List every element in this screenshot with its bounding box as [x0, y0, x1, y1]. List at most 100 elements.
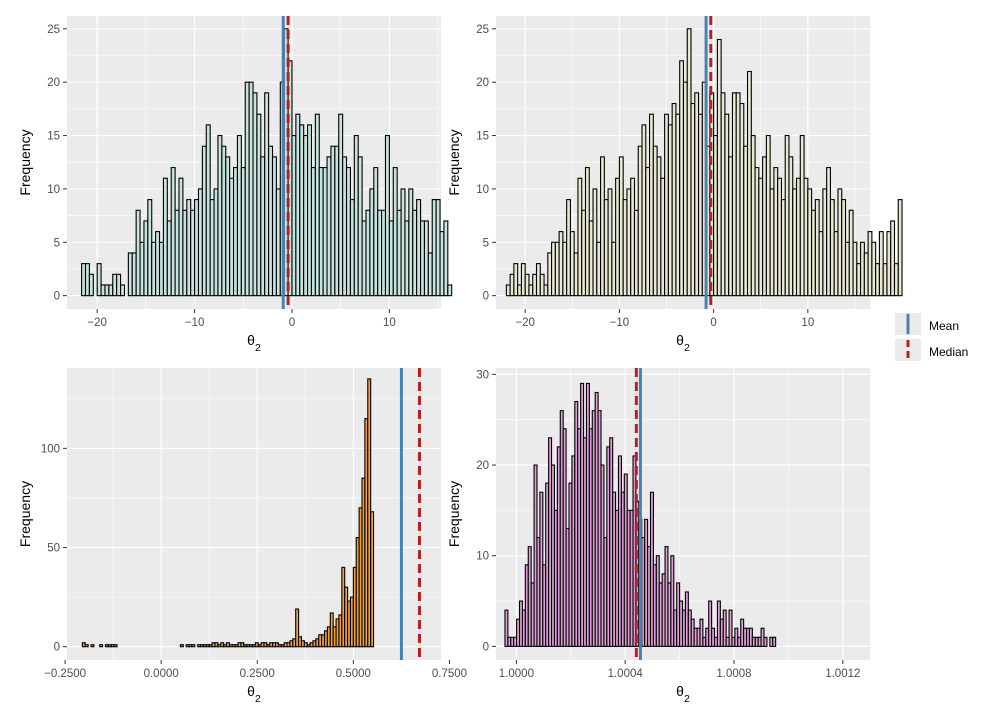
histogram-bar [535, 263, 541, 297]
histogram-bar [670, 555, 675, 647]
histogram-bar [373, 167, 379, 297]
histogram-bar [174, 209, 180, 297]
histogram-bar [310, 167, 316, 297]
histogram-bar [697, 113, 703, 297]
histogram-bar [708, 600, 713, 647]
histogram-bar [158, 241, 164, 297]
histogram-bar [84, 263, 90, 297]
histogram-bar [728, 156, 734, 297]
y-tick-label: 20 [47, 77, 60, 89]
histogram-bar [201, 145, 207, 297]
histogram-bar [566, 199, 571, 297]
histogram-bar [524, 273, 530, 297]
histogram-bar [769, 188, 775, 297]
histogram-bar [513, 263, 519, 297]
histogram-bar [667, 124, 673, 297]
histogram-bar [318, 167, 324, 297]
histogram-bar [826, 167, 831, 297]
histogram-bar [139, 241, 145, 297]
histogram-bar [596, 241, 602, 297]
x-tick-label: 0.0000 [144, 668, 179, 680]
histogram-bar [517, 284, 522, 297]
histogram-bar [100, 284, 106, 297]
histogram-bar [439, 231, 445, 297]
x-tick-label: 1.0012 [825, 668, 860, 680]
histogram-panel-2: −20 −10 0 10 0 5 10 15 20 25 θ2 Frequency [446, 16, 903, 354]
histogram-bar [713, 134, 718, 297]
histogram-bar [88, 273, 94, 297]
y-tick-label: 25 [476, 24, 489, 36]
histogram-bar [221, 145, 227, 297]
y-tick-label: 20 [476, 460, 489, 472]
histogram-bar [90, 644, 95, 648]
histogram-bar [818, 231, 824, 297]
histogram-bar [81, 263, 87, 297]
y-tick-label: 10 [476, 184, 489, 196]
histogram-bar [615, 177, 620, 297]
histogram-bar [400, 188, 406, 297]
histogram-bar [893, 263, 899, 297]
histogram-bar [852, 241, 858, 297]
histogram-bar [679, 60, 685, 297]
histogram-bar [607, 188, 613, 297]
x-tick-label: 0 [289, 317, 295, 329]
histogram-bar [236, 134, 242, 297]
histogram-bar [260, 156, 266, 297]
y-tick-label: 10 [47, 184, 60, 196]
histogram-bar [547, 252, 553, 297]
histogram-bar [299, 124, 305, 297]
histogram-bar [592, 188, 598, 297]
histogram-bar [209, 199, 215, 297]
histogram-bar [792, 188, 798, 297]
y-tick-label: 0 [54, 291, 60, 303]
histogram-bar [682, 81, 688, 297]
histogram-bar [554, 241, 560, 297]
x-tick-label: −10 [610, 317, 630, 329]
x-tick-label: 0.7500 [432, 668, 467, 680]
histogram-bar [720, 92, 726, 297]
histogram-bar [841, 199, 847, 297]
histogram-bar [709, 92, 715, 297]
histogram-bar [509, 273, 515, 297]
histogram-panel-1: −20 −10 0 10 0 5 10 15 20 25 θ2 Frequency [17, 16, 453, 354]
histogram-bar [765, 134, 771, 297]
x-tick-label: −20 [87, 317, 107, 329]
histogram-bar [108, 284, 114, 297]
y-axis-title: Frequency [17, 481, 33, 547]
histogram-bar [194, 199, 200, 297]
histogram-bar [581, 209, 587, 297]
histogram-bar [520, 263, 526, 297]
histogram-bar [322, 167, 328, 297]
histogram-bar [248, 81, 254, 297]
histogram-bar [225, 156, 231, 297]
histogram-bar [611, 241, 617, 297]
histogram-bar [345, 167, 351, 297]
histogram-bar [170, 167, 176, 297]
panel-background [67, 368, 441, 660]
histogram-panel-3: −0.2500 0.0000 0.2500 0.5000 0.7500 0 50 100 θ2 F… [17, 368, 467, 705]
histogram-bar [504, 609, 509, 647]
histogram-bar [886, 231, 892, 297]
histogram-bar [694, 92, 700, 297]
histogram-bar [295, 608, 300, 648]
y-tick-label: 15 [476, 131, 489, 143]
histogram-bar [256, 113, 262, 297]
histogram-bar [370, 511, 375, 648]
histogram-bar [369, 188, 375, 297]
histogram-bar [837, 188, 843, 297]
histogram-bar [388, 220, 394, 297]
histogram-bar [528, 284, 534, 297]
histogram-bar [303, 134, 309, 297]
x-axis-title: θ2 [676, 332, 690, 354]
histogram-bar [780, 199, 786, 297]
histogram-bar [104, 284, 110, 297]
x-tick-label: −10 [185, 317, 205, 329]
histogram-bar [622, 199, 628, 297]
histogram-bar [135, 209, 141, 297]
histogram-bar [637, 145, 643, 297]
histogram-bar [803, 177, 809, 297]
histogram-bar [890, 220, 896, 297]
histogram-bar [326, 156, 332, 297]
y-tick-label: 50 [47, 543, 60, 555]
